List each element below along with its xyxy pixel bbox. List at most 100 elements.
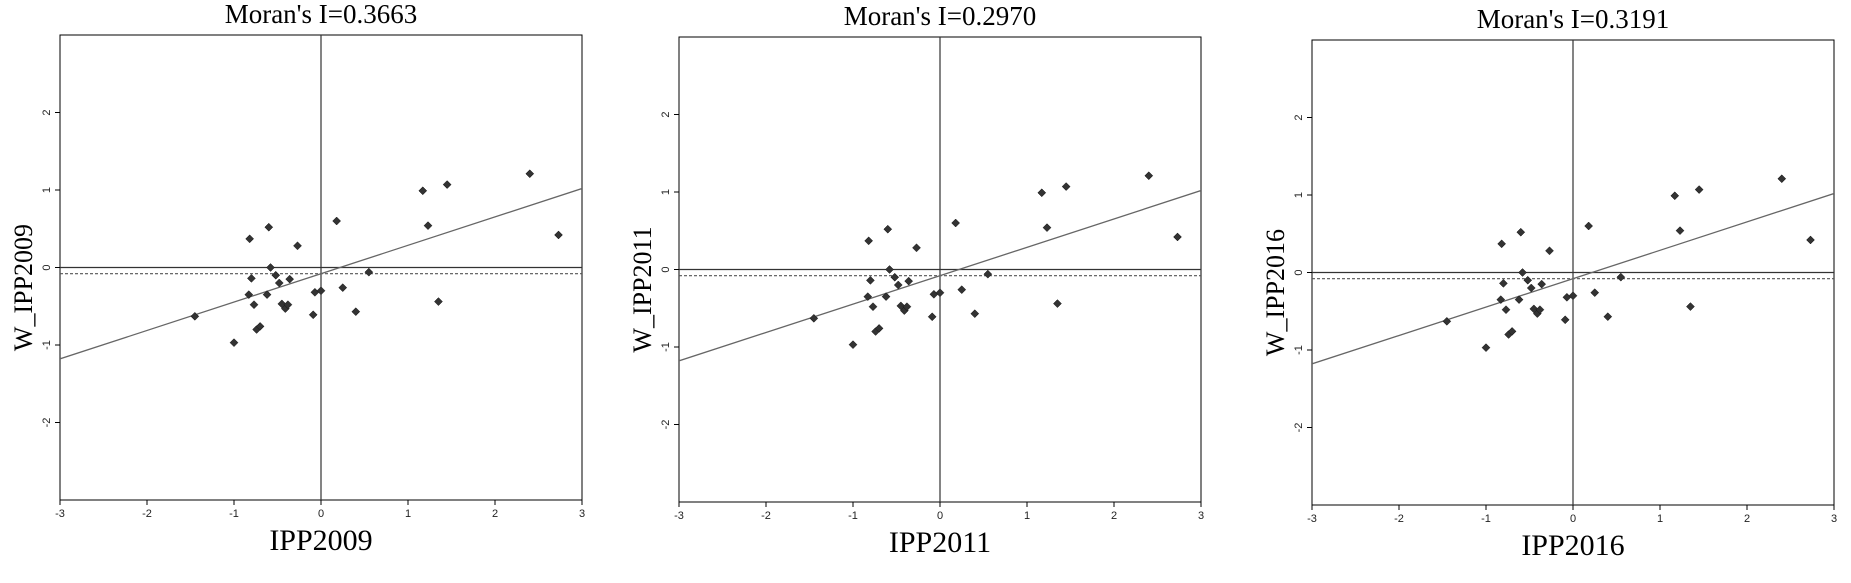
x-tick-label: -2: [142, 508, 152, 520]
data-point: [1496, 295, 1506, 304]
data-point: [1499, 278, 1508, 288]
x-tick-label: 3: [579, 508, 585, 520]
plot-area: [679, 37, 1201, 502]
scatter-chart: Moran's I=0.3191 W_IPP2016 -3 -2 -1 0 1 2 3 -2 -1 0…: [1261, 4, 1837, 562]
data-point: [364, 267, 374, 277]
x-tick-label: 0: [318, 508, 324, 520]
y-tick-label: -1: [1293, 345, 1305, 355]
chart-title: Moran's I=0.3663: [225, 0, 418, 29]
y-tick-label: 2: [1293, 114, 1305, 120]
data-point: [935, 288, 945, 298]
data-point: [247, 273, 256, 283]
data-point: [902, 302, 912, 312]
data-point: [863, 292, 873, 301]
data-point: [912, 243, 921, 253]
data-point: [1603, 312, 1613, 322]
data-point: [1562, 292, 1572, 302]
data-point: [423, 221, 433, 231]
x-tick-label: -3: [1307, 513, 1317, 525]
data-point: [1516, 227, 1526, 237]
regression-line: [679, 189, 1201, 362]
data-point: [1694, 185, 1704, 194]
data-point: [1507, 327, 1517, 336]
data-point: [308, 310, 318, 320]
data-point: [848, 340, 858, 350]
data-point: [274, 278, 284, 288]
y-tick-label: 0: [660, 266, 672, 272]
y-tick-label: -1: [660, 342, 672, 352]
x-tick-label: 3: [1831, 513, 1837, 525]
data-point: [1518, 268, 1527, 277]
plot-area: [1312, 40, 1834, 505]
data-point: [1686, 302, 1695, 311]
scatter-chart: Moran's I=0.3663 W_IPP2009 -3 -2 -1 0 1 2 3 -2 -1 0…: [9, 0, 585, 557]
x-axis-label: IPP2016: [1521, 529, 1624, 562]
data-point: [1037, 188, 1047, 198]
y-axis-label: W_IPP2011: [628, 226, 657, 352]
data-point: [554, 230, 563, 240]
data-point: [1514, 295, 1524, 304]
data-point: [525, 169, 535, 179]
moran-scatter-panel-2009: Moran's I=0.3663 W_IPP2009 -3 -2 -1 0 1 2 3 -2 -1 0…: [0, 0, 620, 583]
data-point: [929, 289, 939, 299]
data-point: [904, 276, 914, 286]
data-point: [351, 307, 361, 317]
x-tick-label: 0: [937, 510, 943, 522]
data-point: [1501, 305, 1511, 315]
x-tick-label: -2: [761, 510, 771, 522]
data-point: [266, 263, 275, 272]
data-point: [874, 324, 884, 333]
data-point: [868, 302, 878, 312]
x-tick-label: 1: [405, 508, 411, 520]
data-point: [1523, 275, 1533, 285]
data-point: [1590, 288, 1600, 298]
x-tick-label: 1: [1024, 510, 1030, 522]
data-point: [249, 300, 259, 310]
data-point: [890, 272, 900, 282]
data-point: [1053, 299, 1062, 308]
data-point: [1806, 235, 1815, 245]
moran-scatter-panel-2011: Moran's I=0.2970 W_IPP2011 -3 -2 -1 0 1 2 3 -2 -1 0…: [617, 0, 1237, 583]
x-tick-label: 3: [1198, 510, 1204, 522]
data-point: [1144, 171, 1154, 181]
data-point: [1560, 315, 1570, 325]
data-point: [927, 312, 937, 322]
data-point: [332, 216, 342, 226]
y-tick-label: 1: [41, 187, 53, 193]
data-point: [866, 275, 875, 285]
data-point: [283, 300, 293, 310]
data-point: [1777, 174, 1787, 184]
x-tick-label: -1: [229, 508, 239, 520]
plot-area: [60, 35, 582, 500]
x-axis-label: IPP2009: [269, 524, 372, 557]
data-point: [229, 338, 239, 348]
data-point: [255, 322, 265, 331]
data-point: [970, 309, 980, 319]
data-point: [1173, 232, 1182, 242]
data-point: [885, 265, 894, 274]
x-tick-label: -2: [1394, 513, 1404, 525]
data-point: [1537, 279, 1547, 289]
data-point: [418, 186, 428, 196]
moran-scatter-panel-2016: Moran's I=0.3191 W_IPP2016 -3 -2 -1 0 1 2 3 -2 -1 0…: [1234, 0, 1851, 583]
data-point: [881, 292, 891, 301]
y-tick-label: 1: [660, 189, 672, 195]
y-tick-label: 0: [1293, 269, 1305, 275]
y-tick-label: -1: [41, 340, 53, 350]
chart-title: Moran's I=0.3191: [1477, 4, 1670, 34]
y-tick-label: 0: [41, 264, 53, 270]
data-point: [264, 222, 274, 232]
y-axis-label: W_IPP2016: [1261, 229, 1290, 356]
x-tick-label: 1: [1657, 513, 1663, 525]
data-point: [1042, 223, 1052, 233]
data-point: [293, 241, 302, 251]
y-tick-label: 2: [660, 111, 672, 117]
data-point: [1442, 316, 1452, 326]
y-tick-label: -2: [1293, 423, 1305, 433]
data-point: [244, 290, 254, 299]
y-axis-label: W_IPP2009: [9, 224, 38, 351]
data-point: [1584, 221, 1594, 231]
data-point: [809, 313, 819, 323]
x-tick-label: -3: [55, 508, 65, 520]
data-point: [245, 234, 255, 244]
